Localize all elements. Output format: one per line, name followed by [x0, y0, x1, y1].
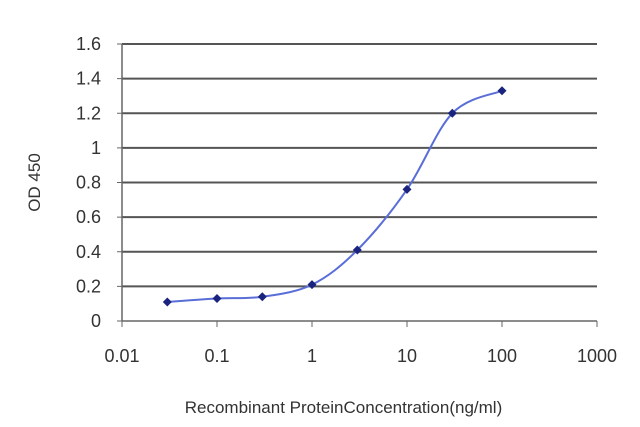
x-axis-title: Recombinant ProteinConcentration(ng/ml) [185, 398, 503, 417]
data-point [447, 108, 457, 118]
x-tick-label: 1 [307, 346, 317, 366]
data-point [497, 86, 507, 96]
data-point [352, 245, 362, 255]
data-point [402, 184, 412, 194]
y-tick-label: 1.2 [76, 103, 101, 123]
x-tick-label: 0.1 [204, 346, 229, 366]
x-tick-label: 0.01 [104, 346, 139, 366]
y-tick-label: 0.4 [76, 242, 101, 262]
data-point [307, 280, 317, 290]
x-tick-label: 10 [397, 346, 417, 366]
y-axis-ticks: 0 0.2 0.4 0.6 0.8 1 1.2 1.4 1.6 [76, 34, 122, 331]
x-tick-label: 100 [487, 346, 517, 366]
data-point [212, 293, 222, 303]
data-point [162, 297, 172, 307]
y-tick-label: 0.8 [76, 173, 101, 193]
series-line [167, 89, 503, 303]
x-tick-label: 1000 [577, 346, 617, 366]
y-tick-label: 1.6 [76, 34, 101, 54]
grid-lines [122, 43, 597, 288]
data-point [257, 292, 267, 302]
data-series [162, 86, 507, 307]
y-axis-title: OD 450 [25, 153, 44, 212]
y-tick-label: 0.6 [76, 207, 101, 227]
y-tick-label: 1 [91, 138, 101, 158]
y-tick-label: 0.2 [76, 276, 101, 296]
y-tick-label: 0 [91, 311, 101, 331]
x-axis-ticks: 0.01 0.1 1 10 100 1000 [104, 321, 617, 366]
y-tick-label: 1.4 [76, 69, 101, 89]
